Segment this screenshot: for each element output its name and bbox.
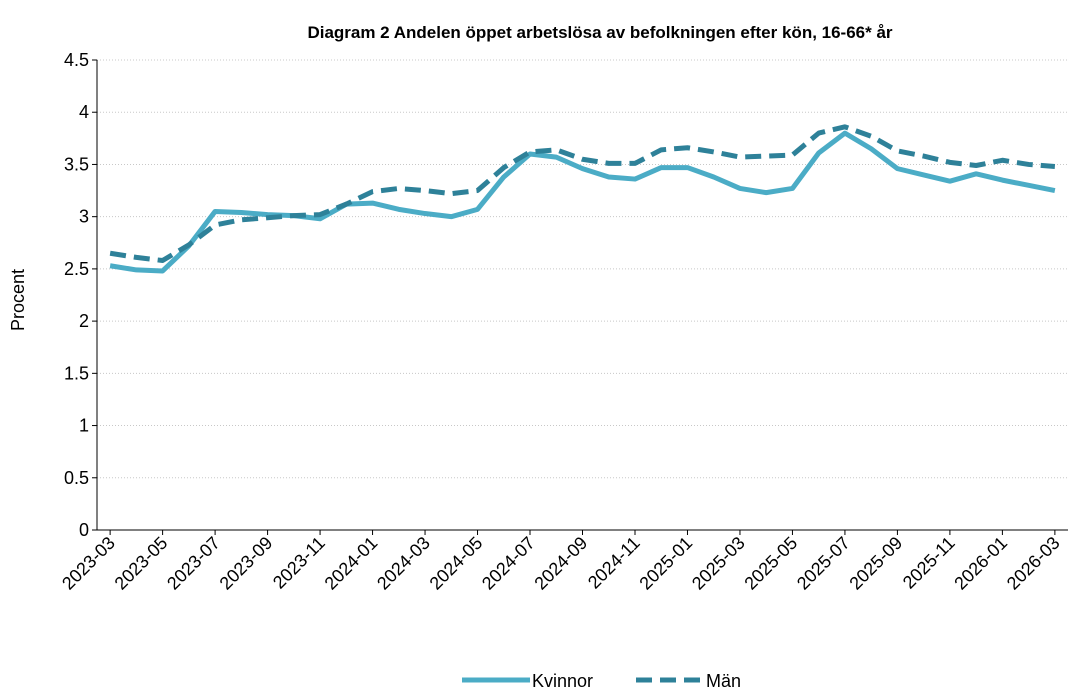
x-tick-label: 2024-09 [530, 533, 591, 594]
data-line [109, 124, 1056, 264]
x-tick-label: 2023-05 [111, 533, 172, 594]
legend-label: Män [706, 671, 741, 691]
x-tick-label: 2025-01 [635, 533, 696, 594]
x-tick-label: 2024-07 [478, 533, 539, 594]
x-tick-label: 2024-01 [321, 533, 382, 594]
x-tick-label: 2023-03 [58, 533, 119, 594]
y-tick-label: 2 [79, 311, 89, 331]
y-tick-label: 1 [79, 416, 89, 436]
x-tick-label: 2026-01 [950, 533, 1011, 594]
y-tick-label: 0 [79, 520, 89, 540]
y-tick-label: 1.5 [64, 363, 89, 383]
y-tick-label: 0.5 [64, 468, 89, 488]
legend-label: Kvinnor [532, 671, 593, 691]
data-line [109, 130, 1056, 274]
x-tick-label: 2024-05 [426, 533, 487, 594]
x-tick-label: 2025-11 [899, 533, 959, 593]
x-tick-label: 2025-07 [793, 533, 854, 594]
y-tick-label: 4.5 [64, 50, 89, 70]
x-tick-label: 2026-03 [1003, 533, 1064, 594]
x-tick-label: 2025-09 [845, 533, 906, 594]
x-tick-label: 2023-09 [216, 533, 277, 594]
y-axis-label: Procent [8, 269, 28, 331]
y-tick-label: 2.5 [64, 259, 89, 279]
x-tick-label: 2024-03 [373, 533, 434, 594]
x-tick-label: 2023-07 [163, 533, 224, 594]
x-tick-label: 2025-05 [740, 533, 801, 594]
x-tick-label: 2025-03 [688, 533, 749, 594]
y-tick-label: 3 [79, 207, 89, 227]
y-tick-label: 3.5 [64, 154, 89, 174]
x-tick-label: 2024-11 [584, 533, 644, 593]
x-tick-label: 2023-11 [269, 533, 329, 593]
y-tick-label: 4 [79, 102, 89, 122]
chart-title: Diagram 2 Andelen öppet arbetslösa av be… [307, 23, 892, 42]
